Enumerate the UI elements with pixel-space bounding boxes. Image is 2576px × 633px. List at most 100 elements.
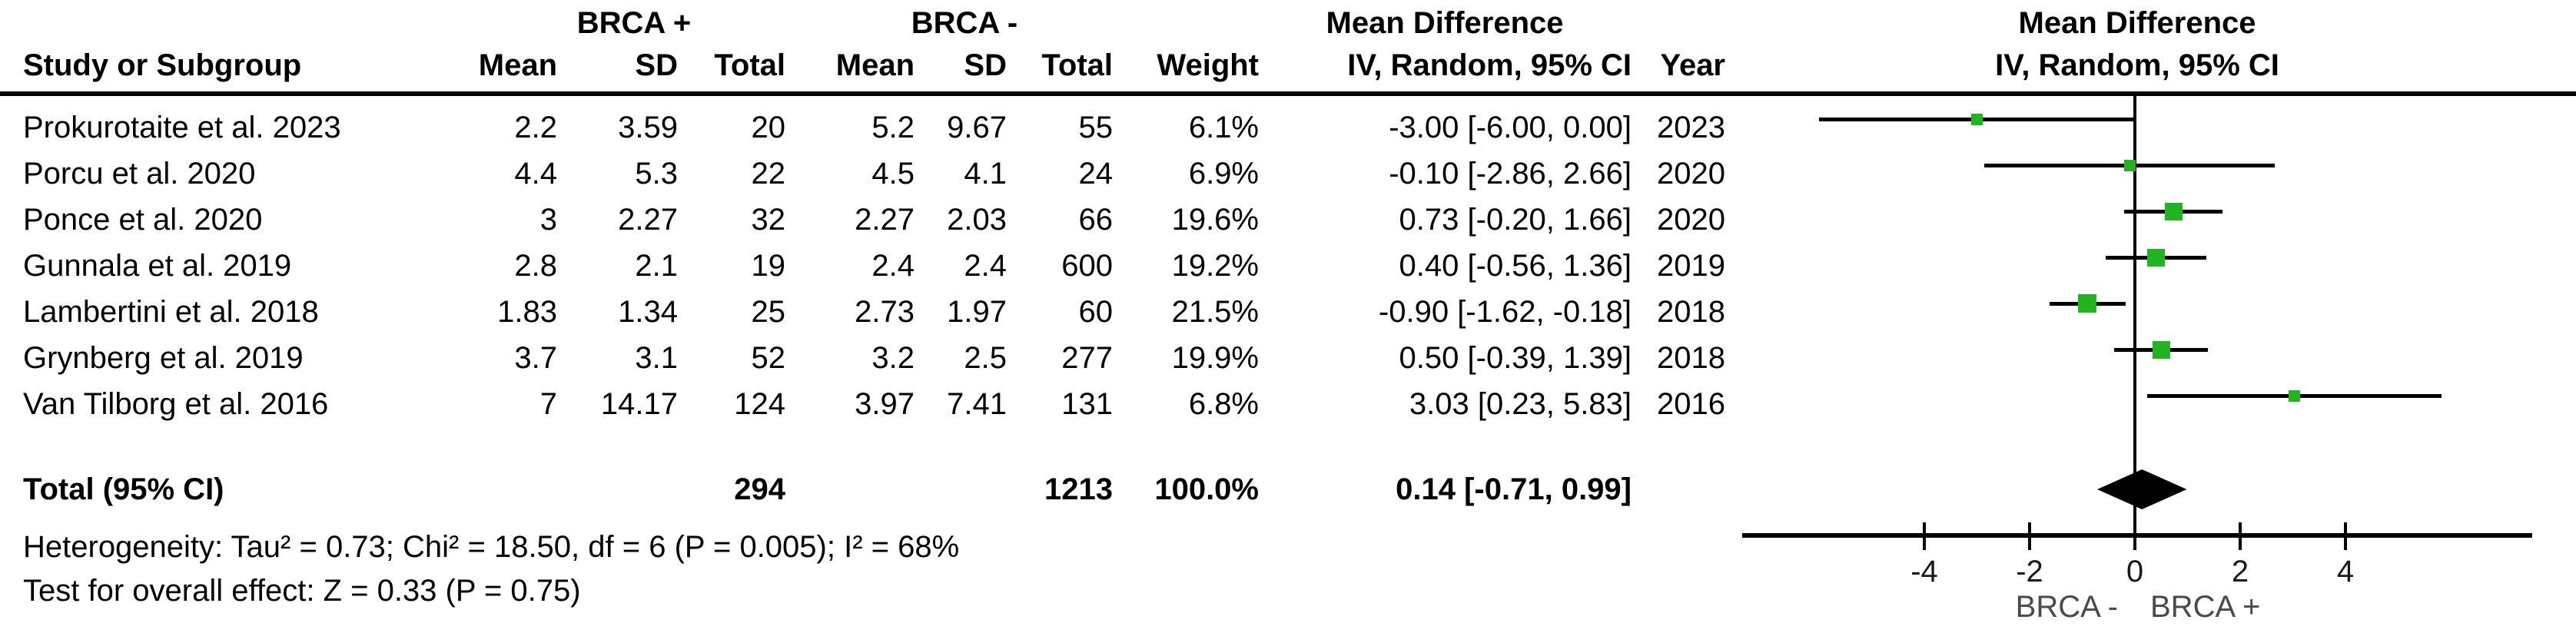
table-cell-ci_text: -0.10 [-2.86, 2.66] [1389,157,1632,191]
table-cell-mean2: 3.97 [855,387,915,421]
table-cell-sd2: 9.67 [947,111,1007,144]
table-cell-year: 2016 [1657,387,1725,421]
table-cell-n2: 277 [1061,341,1113,375]
axis-tick-label: 4 [2336,555,2355,588]
table-cell-mean1: 4.4 [514,157,557,191]
table-cell-sd2: 2.03 [947,203,1007,237]
table-cell-mean1: 7 [539,387,557,421]
table-cell-weight: 19.6% [1171,203,1259,237]
table-cell-n1: 20 [751,111,786,144]
table-cell-n1: 32 [751,203,786,237]
table-cell-weight: 6.9% [1188,157,1259,191]
total-cell-weight: 100.0% [1154,472,1259,506]
table-cell-ci_text: 0.50 [-0.39, 1.39] [1399,341,1632,375]
table-cell-year: 2020 [1657,203,1725,237]
table-cell-sd2: 7.41 [947,387,1007,421]
table-cell-n1: 52 [751,341,786,375]
total-cell-n1: 294 [734,472,785,506]
column-header-total-brca-minus: Total [1041,48,1113,82]
study-name: Grynberg et al. 2019 [23,341,304,375]
table-cell-mean1: 1.83 [497,295,557,329]
heterogeneity-statistics: Heterogeneity: Tau² = 0.73; Chi² = 18.50… [23,530,960,564]
study-name: Prokurotaite et al. 2023 [23,111,341,144]
table-cell-n2: 66 [1078,203,1114,237]
table-cell-n1: 124 [734,387,785,421]
table-cell-mean2: 5.2 [871,111,915,144]
table-cell-sd1: 14.17 [600,387,678,421]
axis-tick-label: -4 [1910,555,1938,588]
table-cell-sd2: 4.1 [964,157,1007,191]
table-cell-mean2: 4.5 [871,157,915,191]
table-cell-sd1: 3.59 [618,111,678,144]
table-cell-n2: 24 [1078,157,1114,191]
table-cell-sd2: 2.5 [964,341,1007,375]
plot-title: Mean Difference [2018,6,2256,40]
axis-label-left: BRCA - [2015,590,2118,624]
effect-marker [2152,340,2170,359]
plot-subtitle: IV, Random, 95% CI [1995,48,2279,82]
axis-tick-label: 2 [2231,555,2249,588]
table-cell-year: 2023 [1657,111,1725,144]
table-cell-ci_text: 0.73 [-0.20, 1.66] [1399,203,1632,237]
table-cell-n2: 600 [1061,249,1113,283]
axis-tick [2133,522,2136,550]
column-header-mean-brca-minus: Mean [835,48,915,82]
table-cell-year: 2018 [1657,295,1725,329]
column-header-weight: Weight [1157,48,1259,82]
axis-label-right: BRCA + [2150,590,2261,624]
table-cell-sd1: 3.1 [635,341,678,375]
table-cell-mean2: 2.27 [855,203,915,237]
header-divider-line [0,91,2576,96]
table-cell-ci_text: -0.90 [-1.62, -0.18] [1378,295,1632,329]
effect-marker [2123,159,2136,171]
total-cell-ci_text: 0.14 [-0.71, 0.99] [1396,472,1632,506]
axis-tick [2344,522,2347,550]
table-cell-mean1: 3.7 [514,341,557,375]
overall-effect-test: Test for overall effect: Z = 0.33 (P = 0… [23,574,581,608]
column-header-study: Study or Subgroup [23,48,302,82]
table-cell-n2: 55 [1078,111,1114,144]
axis-tick-label: 0 [2126,555,2144,588]
summary-diamond [2097,469,2187,509]
column-header-mean-brca-plus: Mean [478,48,557,82]
study-name: Ponce et al. 2020 [23,203,263,237]
effect-marker [2164,202,2183,220]
table-cell-sd1: 2.1 [635,249,678,283]
table-cell-n2: 131 [1061,387,1113,421]
table-cell-year: 2018 [1657,341,1725,375]
x-axis-line [1742,533,2532,538]
axis-tick [2028,522,2031,550]
table-cell-weight: 6.8% [1188,387,1259,421]
table-cell-year: 2019 [1657,249,1725,283]
table-cell-sd1: 1.34 [618,295,678,329]
column-header-year: Year [1660,48,1725,82]
total-label: Total (95% CI) [23,472,224,506]
table-cell-year: 2020 [1657,157,1725,191]
table-cell-weight: 21.5% [1171,295,1259,329]
study-name: Van Tilborg et al. 2016 [23,387,329,421]
table-cell-mean2: 2.73 [855,295,915,329]
effect-marker [1971,113,1983,125]
total-cell-n2: 1213 [1044,472,1113,506]
mean-difference-column-title: Mean Difference [1326,6,1564,40]
table-cell-n1: 19 [751,249,786,283]
effect-marker [2078,294,2097,313]
table-cell-sd1: 5.3 [635,157,678,191]
study-name: Porcu et al. 2020 [23,157,256,191]
table-cell-sd2: 2.4 [964,249,1007,283]
zero-line [2133,96,2136,535]
axis-tick-label: -2 [2016,555,2043,588]
table-cell-sd1: 2.27 [618,203,678,237]
table-cell-sd2: 1.97 [947,295,1007,329]
group-header-brca-minus: BRCA - [911,6,1018,40]
effect-marker [2146,248,2165,267]
table-cell-weight: 19.9% [1171,341,1259,375]
effect-marker [2289,389,2301,402]
study-name: Gunnala et al. 2019 [23,249,292,283]
table-cell-weight: 19.2% [1171,249,1259,283]
column-header-sd-brca-minus: SD [964,48,1007,82]
column-header-sd-brca-plus: SD [635,48,678,82]
column-header-ci: IV, Random, 95% CI [1347,48,1632,82]
table-cell-ci_text: -3.00 [-6.00, 0.00] [1389,111,1632,144]
